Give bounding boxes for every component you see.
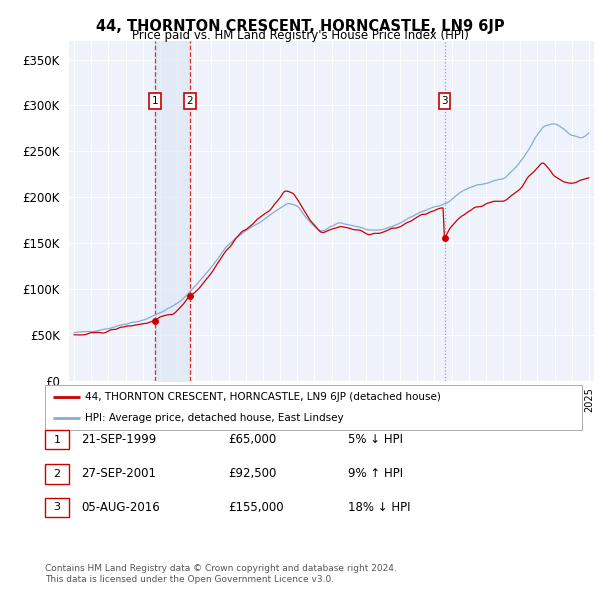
Text: 3: 3 bbox=[441, 96, 448, 106]
Text: 21-SEP-1999: 21-SEP-1999 bbox=[81, 433, 156, 446]
Text: Price paid vs. HM Land Registry's House Price Index (HPI): Price paid vs. HM Land Registry's House … bbox=[131, 30, 469, 42]
Text: This data is licensed under the Open Government Licence v3.0.: This data is licensed under the Open Gov… bbox=[45, 575, 334, 584]
Text: 1: 1 bbox=[53, 435, 61, 444]
Text: 27-SEP-2001: 27-SEP-2001 bbox=[81, 467, 156, 480]
Text: £65,000: £65,000 bbox=[228, 433, 276, 446]
Text: £155,000: £155,000 bbox=[228, 501, 284, 514]
Text: £92,500: £92,500 bbox=[228, 467, 277, 480]
Text: 44, THORNTON CRESCENT, HORNCASTLE, LN9 6JP (detached house): 44, THORNTON CRESCENT, HORNCASTLE, LN9 6… bbox=[85, 392, 441, 402]
Text: 44, THORNTON CRESCENT, HORNCASTLE, LN9 6JP: 44, THORNTON CRESCENT, HORNCASTLE, LN9 6… bbox=[95, 19, 505, 34]
Text: Contains HM Land Registry data © Crown copyright and database right 2024.: Contains HM Land Registry data © Crown c… bbox=[45, 565, 397, 573]
Text: 3: 3 bbox=[53, 503, 61, 512]
Text: HPI: Average price, detached house, East Lindsey: HPI: Average price, detached house, East… bbox=[85, 414, 344, 424]
Text: 1: 1 bbox=[152, 96, 158, 106]
Text: 05-AUG-2016: 05-AUG-2016 bbox=[81, 501, 160, 514]
Text: 9% ↑ HPI: 9% ↑ HPI bbox=[348, 467, 403, 480]
Text: 2: 2 bbox=[187, 96, 193, 106]
Text: 18% ↓ HPI: 18% ↓ HPI bbox=[348, 501, 410, 514]
Text: 5% ↓ HPI: 5% ↓ HPI bbox=[348, 433, 403, 446]
Text: 2: 2 bbox=[53, 469, 61, 478]
